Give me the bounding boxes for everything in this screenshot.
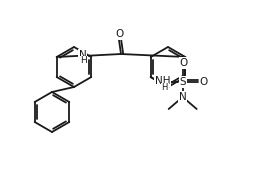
- Text: N: N: [78, 50, 86, 60]
- Text: N: N: [179, 92, 187, 102]
- Text: H: H: [162, 83, 168, 92]
- Text: H: H: [80, 56, 87, 65]
- Text: S: S: [179, 77, 186, 87]
- Text: NH: NH: [155, 76, 170, 86]
- Text: O: O: [179, 58, 188, 68]
- Text: O: O: [199, 77, 208, 87]
- Text: O: O: [116, 29, 124, 39]
